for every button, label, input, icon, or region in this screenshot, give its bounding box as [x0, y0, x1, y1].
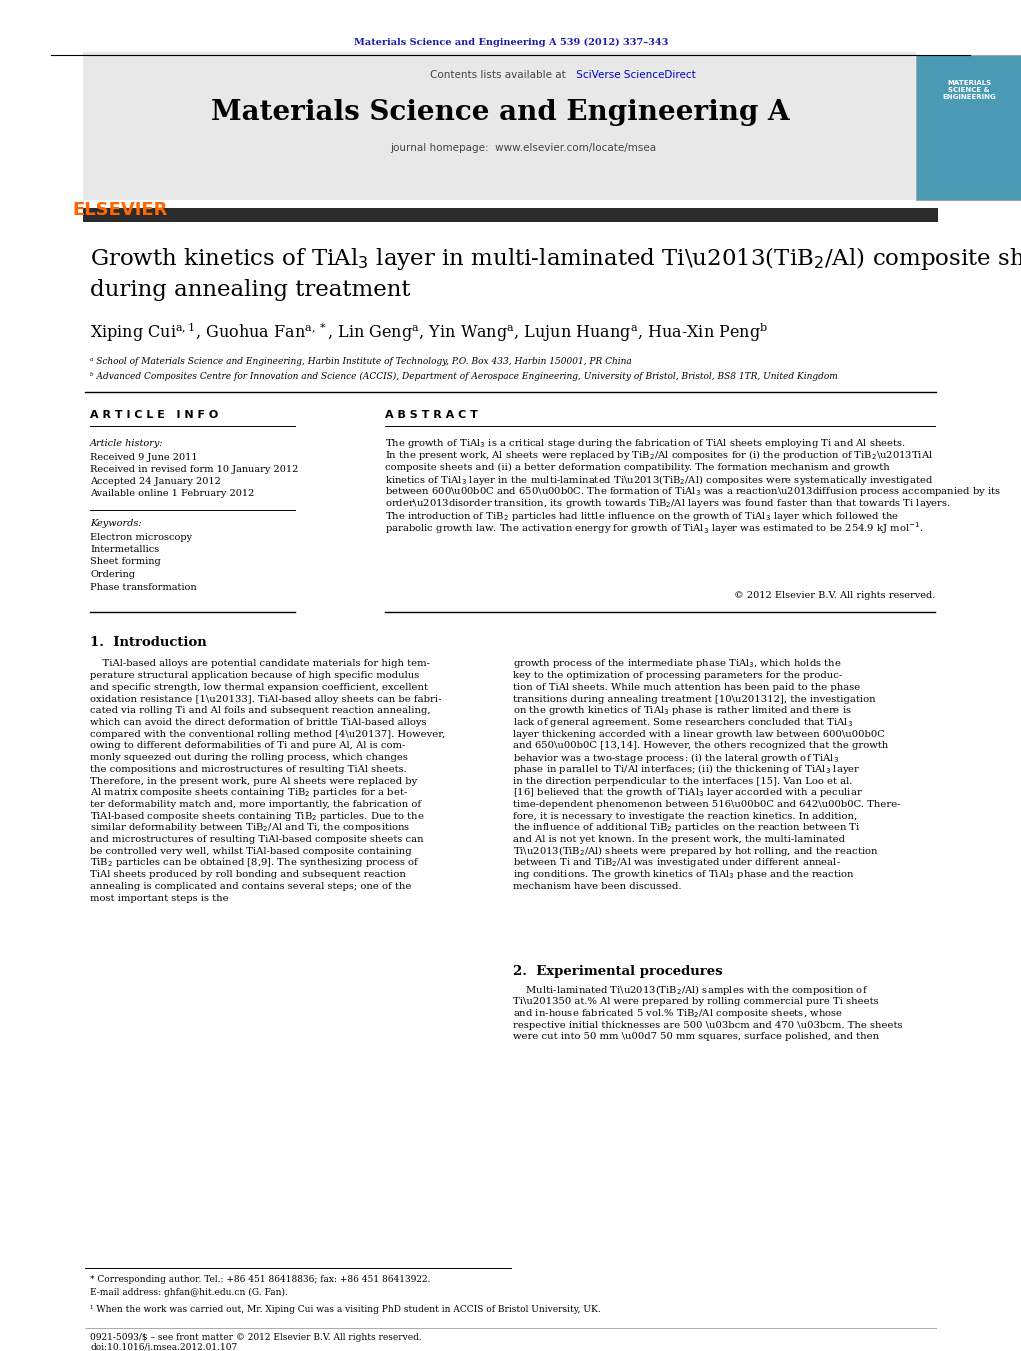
Text: Al matrix composite sheets containing TiB$_2$ particles for a bet-: Al matrix composite sheets containing Ti…	[90, 786, 408, 800]
Text: Intermetallics: Intermetallics	[90, 544, 159, 554]
Text: on the growth kinetics of TiAl$_3$ phase is rather limited and there is: on the growth kinetics of TiAl$_3$ phase…	[513, 704, 852, 717]
Text: ELSEVIER: ELSEVIER	[72, 201, 167, 219]
Text: between 600\u00b0C and 650\u00b0C. The formation of TiAl$_3$ was a reaction\u201: between 600\u00b0C and 650\u00b0C. The f…	[385, 485, 1001, 499]
Text: and microstructures of resulting TiAl-based composite sheets can: and microstructures of resulting TiAl-ba…	[90, 835, 424, 844]
Text: Received in revised form 10 January 2012: Received in revised form 10 January 2012	[90, 465, 298, 473]
Text: Growth kinetics of TiAl$_3$ layer in multi-laminated Ti\u2013(TiB$_2$/Al) compos: Growth kinetics of TiAl$_3$ layer in mul…	[90, 245, 1021, 272]
Text: Therefore, in the present work, pure Al sheets were replaced by: Therefore, in the present work, pure Al …	[90, 777, 418, 785]
Text: fore, it is necessary to investigate the reaction kinetics. In addition,: fore, it is necessary to investigate the…	[513, 812, 858, 820]
Text: during annealing treatment: during annealing treatment	[90, 280, 410, 301]
Text: time-dependent phenomenon between 516\u00b0C and 642\u00b0C. There-: time-dependent phenomenon between 516\u0…	[513, 800, 901, 809]
Text: Sheet forming: Sheet forming	[90, 558, 160, 566]
Text: owing to different deformabilities of Ti and pure Al, Al is com-: owing to different deformabilities of Ti…	[90, 742, 405, 750]
Text: ¹ When the work was carried out, Mr. Xiping Cui was a visiting PhD student in AC: ¹ When the work was carried out, Mr. Xip…	[90, 1305, 600, 1315]
Text: TiAl sheets produced by roll bonding and subsequent reaction: TiAl sheets produced by roll bonding and…	[90, 870, 406, 880]
Text: ing conditions. The growth kinetics of TiAl$_3$ phase and the reaction: ing conditions. The growth kinetics of T…	[513, 869, 855, 881]
Text: the compositions and microstructures of resulting TiAl sheets.: the compositions and microstructures of …	[90, 765, 406, 774]
Text: A R T I C L E   I N F O: A R T I C L E I N F O	[90, 409, 218, 420]
Text: oxidation resistance [1\u20133]. TiAl-based alloy sheets can be fabri-: oxidation resistance [1\u20133]. TiAl-ba…	[90, 694, 441, 704]
Text: 0921-5093/$ – see front matter © 2012 Elsevier B.V. All rights reserved.: 0921-5093/$ – see front matter © 2012 El…	[90, 1332, 422, 1342]
Text: be controlled very well, whilst TiAl-based composite containing: be controlled very well, whilst TiAl-bas…	[90, 847, 411, 855]
Text: Ordering: Ordering	[90, 570, 135, 580]
Text: ter deformability match and, more importantly, the fabrication of: ter deformability match and, more import…	[90, 800, 421, 809]
Text: composite sheets and (ii) a better deformation compatibility. The formation mech: composite sheets and (ii) a better defor…	[385, 463, 889, 471]
Text: growth process of the intermediate phase TiAl$_3$, which holds the: growth process of the intermediate phase…	[513, 658, 841, 670]
Text: 2.  Experimental procedures: 2. Experimental procedures	[513, 966, 723, 978]
Text: key to the optimization of processing parameters for the produc-: key to the optimization of processing pa…	[513, 671, 842, 680]
Text: similar deformability between TiB$_2$/Al and Ti, the compositions: similar deformability between TiB$_2$/Al…	[90, 821, 410, 835]
Text: TiB$_2$ particles can be obtained [8,9]. The synthesizing process of: TiB$_2$ particles can be obtained [8,9].…	[90, 857, 420, 870]
Text: A B S T R A C T: A B S T R A C T	[385, 409, 478, 420]
Text: © 2012 Elsevier B.V. All rights reserved.: © 2012 Elsevier B.V. All rights reserved…	[734, 590, 935, 600]
Text: layer thickening accorded with a linear growth law between 600\u00b0C: layer thickening accorded with a linear …	[513, 730, 885, 739]
Text: Ti\u2013(TiB$_2$/Al) sheets were prepared by hot rolling, and the reaction: Ti\u2013(TiB$_2$/Al) sheets were prepare…	[513, 844, 878, 858]
Text: Keywords:: Keywords:	[90, 519, 142, 527]
Text: doi:10.1016/j.msea.2012.01.107: doi:10.1016/j.msea.2012.01.107	[90, 1343, 237, 1351]
Text: Materials Science and Engineering A: Materials Science and Engineering A	[210, 99, 789, 126]
Bar	[83, 208, 938, 222]
Text: transitions during annealing treatment [10\u201312], the investigation: transitions during annealing treatment […	[513, 694, 876, 704]
Text: Electron microscopy: Electron microscopy	[90, 532, 192, 542]
Text: were cut into 50 mm \u00d7 50 mm squares, surface polished, and then: were cut into 50 mm \u00d7 50 mm squares…	[513, 1032, 879, 1042]
Text: In the present work, Al sheets were replaced by TiB$_2$/Al composites for (i) th: In the present work, Al sheets were repl…	[385, 449, 933, 462]
Text: TiAl-based composite sheets containing TiB$_2$ particles. Due to the: TiAl-based composite sheets containing T…	[90, 809, 425, 823]
Text: behavior was a two-stage process: (i) the lateral growth of TiAl$_3$: behavior was a two-stage process: (i) th…	[513, 751, 839, 765]
Text: Received 9 June 2011: Received 9 June 2011	[90, 453, 198, 462]
Text: monly squeezed out during the rolling process, which changes: monly squeezed out during the rolling pr…	[90, 753, 407, 762]
Text: kinetics of TiAl$_3$ layer in the multi-laminated Ti\u2013(TiB$_2$/Al) composite: kinetics of TiAl$_3$ layer in the multi-…	[385, 473, 933, 486]
FancyBboxPatch shape	[83, 51, 916, 200]
Text: MATERIALS
SCIENCE &
ENGINEERING: MATERIALS SCIENCE & ENGINEERING	[942, 80, 995, 100]
Text: Available online 1 February 2012: Available online 1 February 2012	[90, 489, 254, 497]
Text: and Al is not yet known. In the present work, the multi-laminated: and Al is not yet known. In the present …	[513, 835, 845, 844]
Text: * Corresponding author. Tel.: +86 451 86418836; fax: +86 451 86413922.: * Corresponding author. Tel.: +86 451 86…	[90, 1275, 431, 1285]
Text: order\u2013disorder transition, its growth towards TiB$_2$/Al layers was found f: order\u2013disorder transition, its grow…	[385, 497, 951, 511]
Text: cated via rolling Ti and Al foils and subsequent reaction annealing,: cated via rolling Ti and Al foils and su…	[90, 707, 431, 715]
Text: The introduction of TiB$_2$ particles had little influence on the growth of TiAl: The introduction of TiB$_2$ particles ha…	[385, 509, 900, 523]
Text: E-mail address: ghfan@hit.edu.cn (G. Fan).: E-mail address: ghfan@hit.edu.cn (G. Fan…	[90, 1288, 288, 1297]
Text: The growth of TiAl$_3$ is a critical stage during the fabrication of TiAl sheets: The growth of TiAl$_3$ is a critical sta…	[385, 436, 906, 450]
Text: compared with the conventional rolling method [4\u20137]. However,: compared with the conventional rolling m…	[90, 730, 445, 739]
Text: ᵃ School of Materials Science and Engineering, Harbin Institute of Technology, P: ᵃ School of Materials Science and Engine…	[90, 358, 632, 366]
Text: tion of TiAl sheets. While much attention has been paid to the phase: tion of TiAl sheets. While much attentio…	[513, 682, 861, 692]
Text: and specific strength, low thermal expansion coefficient, excellent: and specific strength, low thermal expan…	[90, 682, 428, 692]
Text: between Ti and TiB$_2$/Al was investigated under different anneal-: between Ti and TiB$_2$/Al was investigat…	[513, 857, 841, 870]
Text: and 650\u00b0C [13,14]. However, the others recognized that the growth: and 650\u00b0C [13,14]. However, the oth…	[513, 742, 888, 750]
Text: parabolic growth law. The activation energy for growth of TiAl$_3$ layer was est: parabolic growth law. The activation ene…	[385, 520, 923, 536]
Text: Materials Science and Engineering A 539 (2012) 337–343: Materials Science and Engineering A 539 …	[354, 38, 668, 46]
Text: [16] believed that the growth of TiAl$_3$ layer accorded with a peculiar: [16] believed that the growth of TiAl$_3…	[513, 786, 863, 800]
Text: phase in parallel to Ti/Al interfaces; (ii) the thickening of TiAl$_3$ layer: phase in parallel to Ti/Al interfaces; (…	[513, 762, 861, 777]
Text: in the direction perpendicular to the interfaces [15]. Van Loo et al.: in the direction perpendicular to the in…	[513, 777, 853, 785]
Text: annealing is complicated and contains several steps; one of the: annealing is complicated and contains se…	[90, 882, 411, 890]
Text: journal homepage:  www.elsevier.com/locate/msea: journal homepage: www.elsevier.com/locat…	[390, 143, 657, 153]
Text: lack of general agreement. Some researchers concluded that TiAl$_3$: lack of general agreement. Some research…	[513, 716, 853, 730]
Text: TiAl-based alloys are potential candidate materials for high tem-: TiAl-based alloys are potential candidat…	[90, 659, 430, 669]
Text: Multi-laminated Ti\u2013(TiB$_2$/Al) samples with the composition of: Multi-laminated Ti\u2013(TiB$_2$/Al) sam…	[513, 984, 868, 997]
Text: Accepted 24 January 2012: Accepted 24 January 2012	[90, 477, 221, 485]
Text: Article history:: Article history:	[90, 439, 163, 447]
Text: Phase transformation: Phase transformation	[90, 582, 197, 592]
Text: 1.  Introduction: 1. Introduction	[90, 636, 206, 650]
Text: the influence of additional TiB$_2$ particles on the reaction between Ti: the influence of additional TiB$_2$ part…	[513, 821, 861, 835]
Text: respective initial thicknesses are 500 \u03bcm and 470 \u03bcm. The sheets: respective initial thicknesses are 500 \…	[513, 1020, 903, 1029]
Text: Ti\u201350 at.% Al were prepared by rolling commercial pure Ti sheets: Ti\u201350 at.% Al were prepared by roll…	[513, 997, 879, 1006]
Text: Contents lists available at: Contents lists available at	[430, 70, 569, 80]
Text: ᵇ Advanced Composites Centre for Innovation and Science (ACCIS), Department of A: ᵇ Advanced Composites Centre for Innovat…	[90, 372, 838, 381]
Text: SciVerse ScienceDirect: SciVerse ScienceDirect	[430, 70, 695, 80]
Text: which can avoid the direct deformation of brittle TiAl-based alloys: which can avoid the direct deformation o…	[90, 717, 427, 727]
Text: mechanism have been discussed.: mechanism have been discussed.	[513, 882, 681, 890]
FancyBboxPatch shape	[916, 55, 1021, 200]
Text: most important steps is the: most important steps is the	[90, 893, 229, 902]
Text: and in-house fabricated 5 vol.% TiB$_2$/Al composite sheets, whose: and in-house fabricated 5 vol.% TiB$_2$/…	[513, 1006, 843, 1020]
Text: perature structural application because of high specific modulus: perature structural application because …	[90, 671, 420, 680]
Text: Xiping Cui$^{\mathregular{a,1}}$, Guohua Fan$^{\mathregular{a,*}}$, Lin Geng$^{\: Xiping Cui$^{\mathregular{a,1}}$, Guohua…	[90, 320, 768, 343]
